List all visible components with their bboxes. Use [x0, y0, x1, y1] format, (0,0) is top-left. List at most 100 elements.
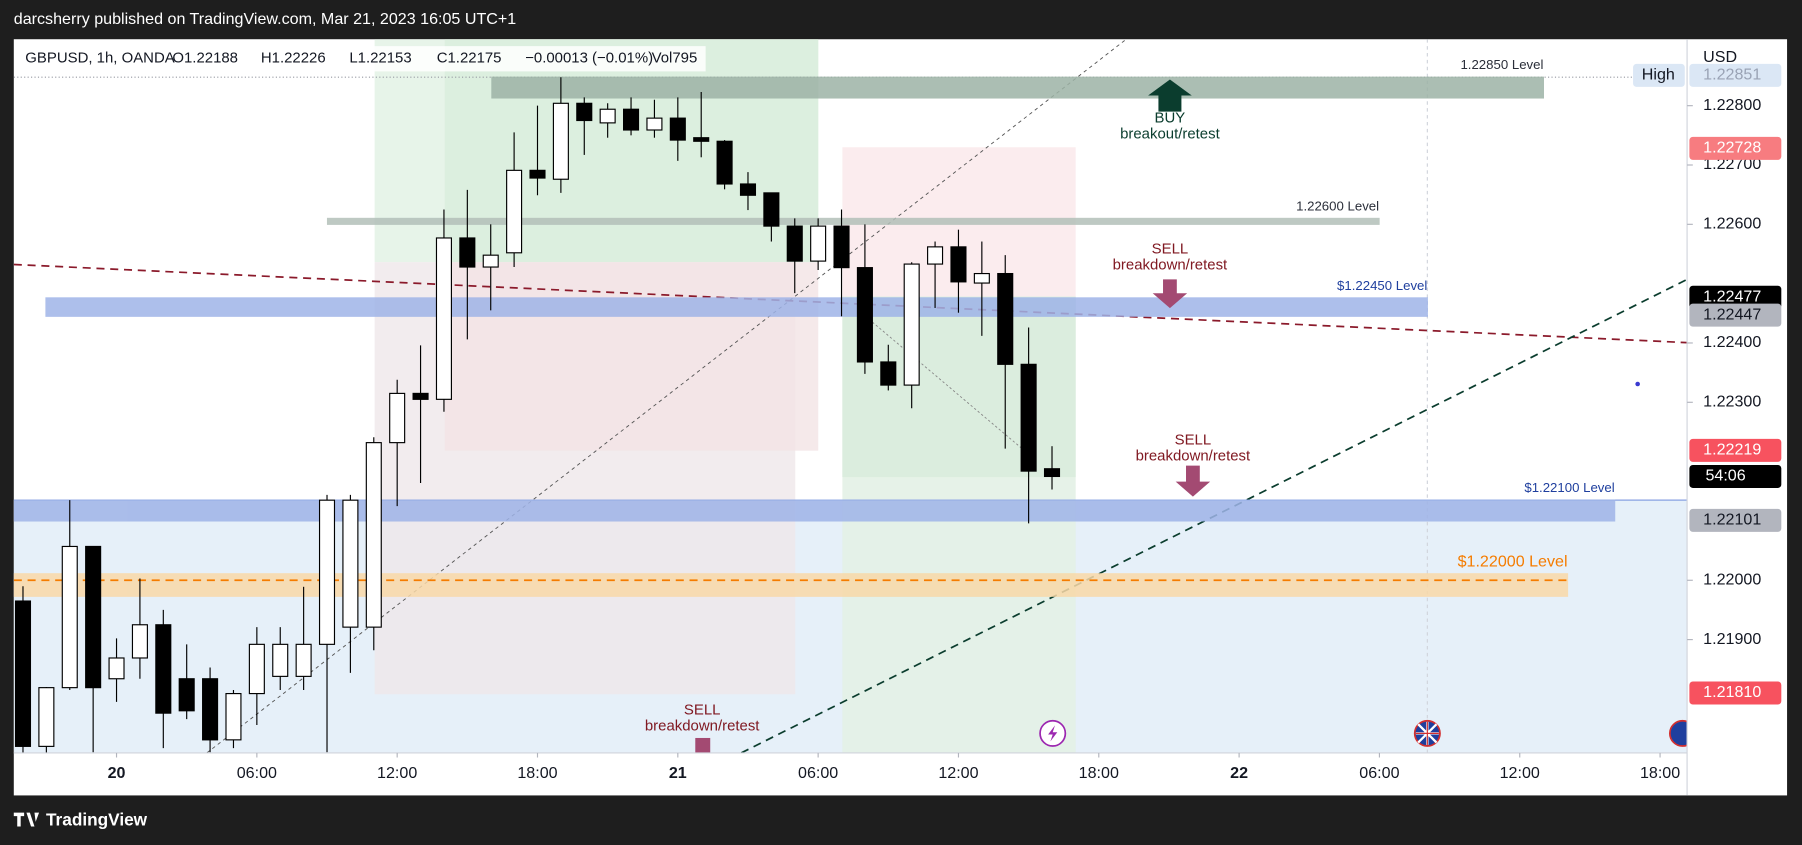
- x-tick-label: 06:00: [237, 764, 277, 782]
- candle-body: [365, 442, 382, 628]
- candle-body: [108, 657, 125, 680]
- candle-body: [716, 140, 733, 185]
- price-badge: [1689, 303, 1782, 327]
- price-badge-label: 1.22101: [1703, 511, 1761, 529]
- candle-body: [623, 108, 640, 131]
- candle-body: [14, 600, 32, 747]
- y-tick-label: 1.21900: [1703, 630, 1761, 648]
- price-badge-label: 1.22728: [1703, 139, 1761, 157]
- candle-body: [412, 392, 429, 400]
- y-tick-label: 1.22400: [1703, 333, 1761, 351]
- candle-body: [763, 192, 780, 227]
- note-label: High: [1642, 66, 1675, 84]
- zone-label: $1.22100 Level: [1524, 480, 1614, 495]
- candles: [14, 77, 1061, 753]
- legend-value: H1.22226: [261, 50, 326, 67]
- axes: 1.228001.227001.226001.224001.223001.220…: [108, 63, 1782, 782]
- y-tick-label: 1.22000: [1703, 571, 1761, 589]
- countdown-badge: [1689, 464, 1782, 488]
- candle-body: [506, 169, 523, 254]
- legend-value: −0.00013 (−0.01%): [525, 50, 653, 67]
- y-tick-label: 1.22600: [1703, 215, 1761, 233]
- symbol: GBPUSD, 1h, OANDA: [25, 50, 174, 67]
- candle-body: [272, 643, 289, 677]
- legend-value: L1.22153: [349, 50, 411, 67]
- annotation-title: SELL: [1152, 240, 1189, 257]
- candle-body: [856, 267, 873, 363]
- zone: [491, 76, 1544, 99]
- candle-body: [927, 246, 944, 265]
- price-badge: [1689, 508, 1782, 532]
- zones: 1.22850 Level 1.22600 Level $1.22450 Level…: [13, 57, 1616, 597]
- candle-body: [178, 678, 195, 712]
- sell-marker: [695, 737, 711, 753]
- candle-body: [61, 545, 78, 689]
- x-tick-label: 06:00: [798, 764, 838, 782]
- footer: TradingView: [46, 809, 148, 829]
- candle-body: [318, 499, 336, 645]
- trend-line: [13, 263, 1688, 344]
- candle-body: [833, 225, 850, 269]
- drawings: 1.22850 Level 1.22600 Level $1.22450 Level…: [13, 39, 1688, 753]
- x-tick-label: 20: [108, 764, 126, 782]
- zone-label: $1.22450 Level: [1337, 278, 1427, 293]
- legend-value: Vol795: [652, 50, 698, 67]
- price-badge: [1689, 681, 1782, 705]
- candle-body: [529, 169, 546, 179]
- candle-body: [739, 183, 757, 196]
- annotation-title: SELL: [684, 701, 721, 718]
- target-box: [842, 296, 1076, 478]
- y-tick-label: 1.22800: [1703, 96, 1761, 114]
- price-badge: [1689, 438, 1782, 462]
- candle-body: [435, 237, 452, 400]
- candle-body: [389, 392, 406, 444]
- candle-body: [131, 624, 148, 659]
- x-tick-label: 06:00: [1359, 764, 1399, 782]
- zone-label: 1.22600 Level: [1296, 198, 1379, 213]
- sell-arrow: [1152, 279, 1188, 309]
- x-tick-label: 12:00: [377, 764, 417, 782]
- legend-bg: [16, 46, 706, 72]
- candle-body: [482, 254, 499, 268]
- event-icon: [1668, 719, 1688, 747]
- candle-body: [295, 643, 312, 677]
- candle-body: [903, 263, 920, 386]
- candle-body: [248, 643, 265, 695]
- price-badge: [1689, 285, 1782, 309]
- x-tick-label: 18:00: [1079, 764, 1119, 782]
- trend-line: [206, 39, 1127, 753]
- annotation-text: breakdown/retest: [1113, 257, 1228, 274]
- publisher: darcsherry published on TradingView.com,…: [14, 10, 516, 28]
- dot: [1635, 381, 1640, 387]
- candle-body: [576, 102, 593, 122]
- candle-body: [552, 102, 569, 180]
- price-badge-label: 1.21810: [1703, 683, 1761, 701]
- candle-body: [973, 272, 990, 284]
- zone-label: $1.22000 Level: [1458, 553, 1568, 571]
- x-tick-label: 21: [669, 764, 687, 782]
- candle-body: [202, 678, 219, 741]
- candle-body: [85, 545, 102, 689]
- candle-body: [599, 108, 616, 124]
- trend-line: [865, 315, 1029, 455]
- annotation-title: SELL: [1175, 431, 1212, 448]
- price-badge-label: 1.22851: [1703, 66, 1761, 84]
- candle-body: [693, 137, 710, 142]
- candle-body: [646, 117, 663, 131]
- target-box: [444, 39, 819, 263]
- legend-value: O1.22188: [172, 50, 238, 67]
- currency: USD: [1703, 48, 1737, 66]
- x-tick-label: 12:00: [1500, 764, 1540, 782]
- candle-body: [669, 117, 686, 141]
- annotations: BUYbreakout/retestSELLbreakdown/retestSE…: [645, 109, 1251, 734]
- x-tick-label: 22: [1230, 764, 1248, 782]
- candle-body: [342, 499, 359, 628]
- zone: [326, 217, 1380, 225]
- candle-body: [155, 624, 172, 714]
- candle-body: [1043, 468, 1061, 478]
- x-tick-label: 18:00: [517, 764, 557, 782]
- candle-body: [810, 225, 827, 262]
- price-badge: [1689, 63, 1782, 87]
- candle-body: [997, 272, 1014, 365]
